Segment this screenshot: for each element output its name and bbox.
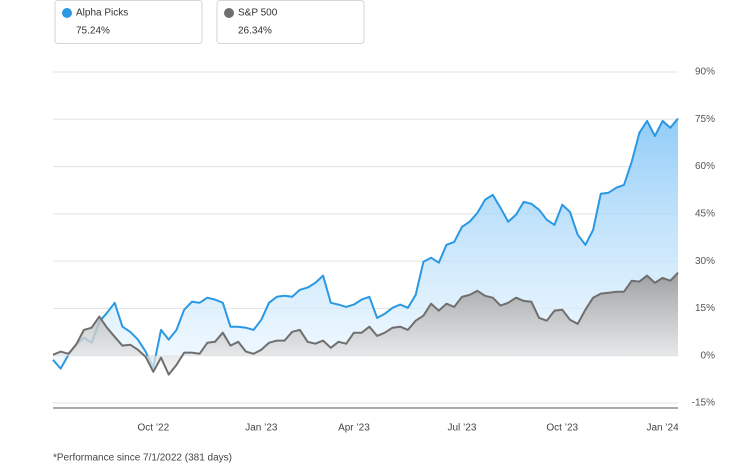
y-tick-label: 30%: [695, 256, 715, 267]
legend-marker: [62, 8, 72, 18]
x-tick-label: Jan ’24: [646, 423, 679, 434]
y-tick-label: 75%: [695, 114, 715, 125]
y-tick-label: 0%: [701, 350, 716, 361]
y-tick-label: 15%: [695, 303, 715, 314]
legend-item: Alpha Picks 75.24%: [54, 0, 203, 44]
x-tick-label: Oct ’23: [546, 423, 578, 434]
legend-value: 75.24%: [76, 26, 110, 37]
y-tick-label: 45%: [695, 208, 715, 219]
area: [53, 272, 678, 375]
x-tick-label: Jul ’23: [447, 423, 476, 434]
line: [52, 272, 679, 376]
legend-marker: [224, 8, 234, 18]
line: [52, 117, 679, 370]
x-tick-label: Jan ’23: [245, 423, 278, 434]
footnote: *Performance since 7/1/2022 (381 days): [53, 453, 232, 464]
legend-label: Alpha Picks: [76, 8, 128, 19]
y-tick-label: -15%: [692, 398, 715, 409]
x-tick-label: Oct ’22: [137, 423, 169, 434]
x-tick-label: Apr ’23: [338, 423, 370, 434]
y-tick-label: 60%: [695, 161, 715, 172]
legend-label: S&P 500: [238, 8, 278, 19]
legend-value: 26.34%: [238, 26, 272, 37]
legend-box: [216, 0, 365, 44]
legend-item: S&P 500 26.34%: [216, 0, 365, 44]
y-tick-label: 90%: [695, 67, 715, 78]
legend-box: [54, 0, 203, 44]
